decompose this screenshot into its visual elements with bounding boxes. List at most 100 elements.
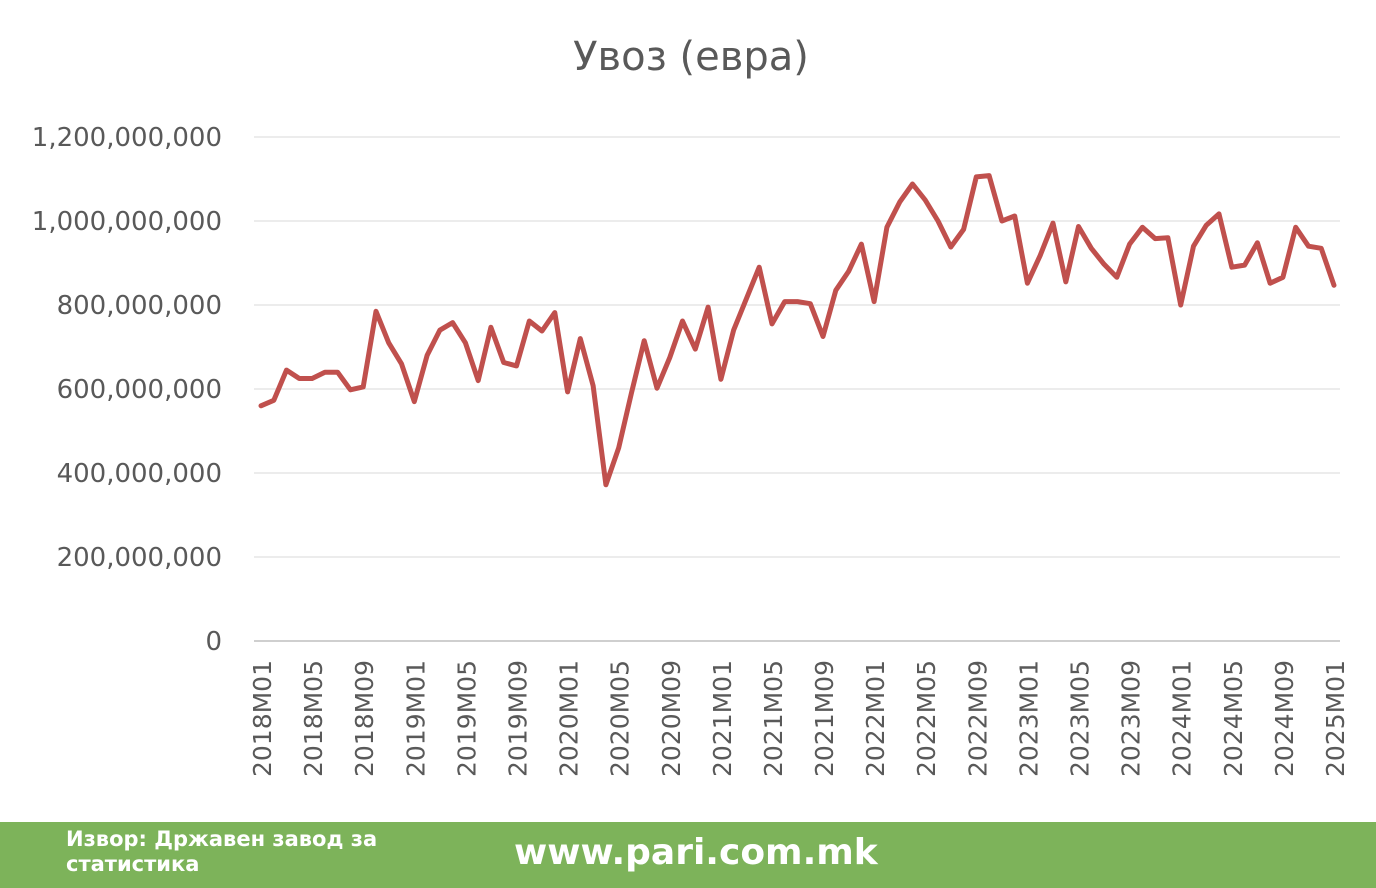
x-tick-label: 2023M01 bbox=[1014, 660, 1043, 777]
data-point bbox=[1038, 253, 1042, 257]
x-tick-label: 2022M05 bbox=[912, 660, 941, 777]
data-point bbox=[604, 483, 608, 487]
data-point bbox=[910, 182, 914, 186]
data-point bbox=[923, 198, 927, 202]
source-text: Извор: Државен завод за статистика bbox=[66, 827, 378, 876]
x-tick-label: 2025M01 bbox=[1321, 660, 1350, 777]
data-point bbox=[872, 300, 876, 304]
x-tick-label: 2023M09 bbox=[1117, 660, 1146, 777]
y-tick-label: 1,000,000,000 bbox=[32, 207, 222, 237]
data-point bbox=[655, 386, 659, 390]
data-point bbox=[1217, 212, 1221, 216]
data-point bbox=[847, 269, 851, 273]
data-point bbox=[540, 329, 544, 333]
y-tick-label: 0 bbox=[205, 627, 222, 657]
data-point bbox=[1025, 281, 1029, 285]
data-point bbox=[438, 328, 442, 332]
data-point bbox=[476, 379, 480, 383]
data-point bbox=[361, 385, 365, 389]
data-point bbox=[1294, 225, 1298, 229]
x-tick-label: 2019M01 bbox=[401, 660, 430, 777]
data-point bbox=[578, 337, 582, 341]
data-point bbox=[719, 377, 723, 381]
data-point bbox=[1306, 244, 1310, 248]
data-point bbox=[1243, 263, 1247, 267]
data-point bbox=[770, 322, 774, 326]
x-tick-label: 2020M05 bbox=[606, 660, 635, 777]
data-point bbox=[1115, 275, 1119, 279]
data-point bbox=[936, 219, 940, 223]
x-tick-label: 2018M01 bbox=[248, 660, 277, 777]
data-point bbox=[425, 353, 429, 357]
y-tick-label: 600,000,000 bbox=[57, 375, 222, 405]
data-point bbox=[757, 265, 761, 269]
data-point bbox=[1153, 237, 1157, 241]
chart-title: Увоз (евра) bbox=[573, 34, 809, 80]
data-point bbox=[387, 341, 391, 345]
data-point bbox=[1140, 225, 1144, 229]
x-tick-label: 2022M01 bbox=[861, 660, 890, 777]
data-point bbox=[1255, 241, 1259, 245]
x-tick-label: 2021M09 bbox=[810, 660, 839, 777]
data-point bbox=[821, 335, 825, 339]
data-point bbox=[1102, 262, 1106, 266]
data-point bbox=[629, 391, 633, 395]
data-point bbox=[502, 361, 506, 365]
footer-bar: Извор: Државен завод за статистика www.p… bbox=[0, 822, 1376, 888]
line-chart: 0 200,000,000 400,000,000 600,000,000 800,00… bbox=[32, 123, 1350, 777]
data-point bbox=[400, 362, 404, 366]
data-point bbox=[668, 356, 672, 360]
x-tick-label: 2019M05 bbox=[452, 660, 481, 777]
data-point bbox=[1332, 283, 1336, 287]
data-point bbox=[1051, 221, 1055, 225]
data-point bbox=[642, 339, 646, 343]
data-point bbox=[732, 328, 736, 332]
x-tick-label: 2020M09 bbox=[657, 660, 686, 777]
data-point bbox=[374, 309, 378, 313]
data-point bbox=[1281, 275, 1285, 279]
x-tick-label: 2019M09 bbox=[503, 660, 532, 777]
data-point bbox=[566, 390, 570, 394]
data-point bbox=[272, 398, 276, 402]
x-tick-label: 2024M09 bbox=[1270, 660, 1299, 777]
data-point bbox=[693, 347, 697, 351]
x-tick-label: 2021M05 bbox=[759, 660, 788, 777]
data-point bbox=[489, 325, 493, 329]
data-point bbox=[1000, 219, 1004, 223]
y-tick-label: 1,200,000,000 bbox=[32, 123, 222, 153]
data-point bbox=[1166, 236, 1170, 240]
data-point bbox=[974, 175, 978, 179]
data-point bbox=[987, 174, 991, 178]
data-point bbox=[412, 400, 416, 404]
y-tick-label: 400,000,000 bbox=[57, 459, 222, 489]
website-link[interactable]: www.pari.com.mk bbox=[514, 832, 878, 873]
data-point bbox=[1128, 242, 1132, 246]
data-point bbox=[336, 370, 340, 374]
x-tick-label: 2022M09 bbox=[963, 660, 992, 777]
data-point bbox=[527, 319, 531, 323]
data-point bbox=[463, 341, 467, 345]
data-point bbox=[1013, 214, 1017, 218]
data-point bbox=[949, 245, 953, 249]
data-point bbox=[348, 388, 352, 392]
y-tick-label: 800,000,000 bbox=[57, 291, 222, 321]
data-point bbox=[514, 364, 518, 368]
data-point bbox=[297, 377, 301, 381]
data-point bbox=[259, 404, 263, 408]
data-point bbox=[310, 377, 314, 381]
data-point bbox=[1230, 265, 1234, 269]
data-point bbox=[885, 225, 889, 229]
x-tick-label: 2018M05 bbox=[299, 660, 328, 777]
x-tick-label: 2023M05 bbox=[1066, 660, 1095, 777]
x-tick-label: 2018M09 bbox=[350, 660, 379, 777]
data-point bbox=[1179, 303, 1183, 307]
data-point bbox=[681, 319, 685, 323]
x-tick-label: 2024M01 bbox=[1168, 660, 1197, 777]
y-tick-label: 200,000,000 bbox=[57, 543, 222, 573]
data-point bbox=[1064, 280, 1068, 284]
data-point bbox=[1077, 224, 1081, 228]
data-point bbox=[898, 200, 902, 204]
x-tick-label: 2020M01 bbox=[555, 660, 584, 777]
data-point bbox=[1204, 223, 1208, 227]
data-point bbox=[1089, 246, 1093, 250]
